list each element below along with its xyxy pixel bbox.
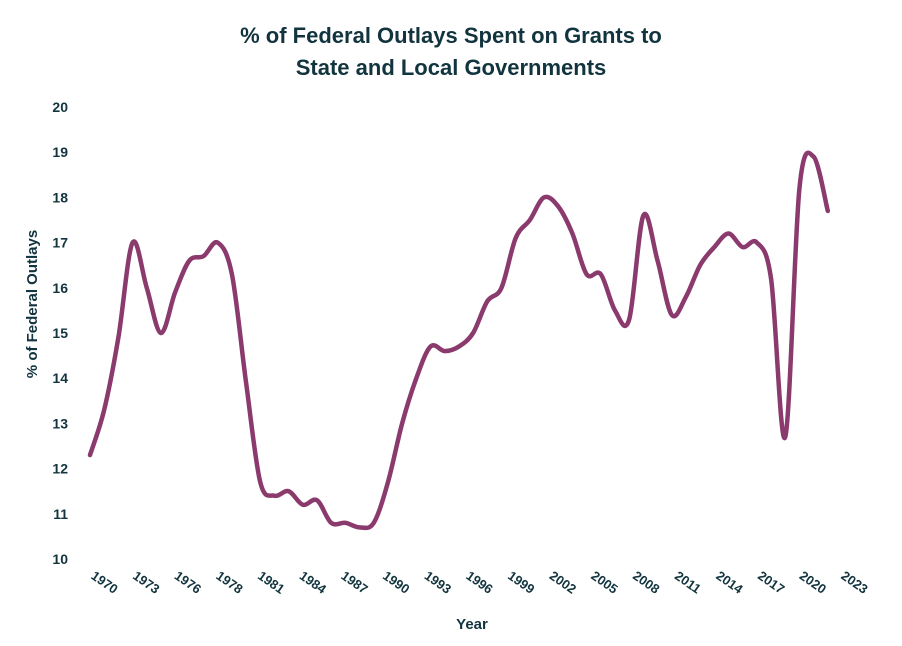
x-tick-label: 2005: [588, 568, 620, 597]
data-point: [641, 213, 645, 217]
y-tick-label: 11: [53, 506, 68, 522]
data-point: [145, 286, 149, 290]
data-point: [542, 195, 546, 199]
y-tick-label: 18: [52, 189, 68, 205]
x-tick-label: 2008: [630, 568, 662, 597]
x-tick-label: 1976: [172, 568, 204, 597]
data-point: [627, 317, 631, 321]
data-point: [272, 494, 276, 498]
data-point: [585, 272, 589, 276]
data-point: [712, 245, 716, 249]
x-tick-label: 2011: [672, 568, 704, 596]
data-point: [116, 336, 120, 340]
data-point: [216, 241, 220, 245]
x-tick-label: 2002: [547, 568, 579, 597]
data-point: [372, 521, 376, 525]
data-point: [202, 254, 206, 258]
x-tick-label: 2020: [797, 568, 829, 597]
y-tick-label: 16: [52, 280, 68, 296]
data-point: [670, 313, 674, 317]
data-point: [812, 155, 816, 159]
x-tick-label: 1996: [463, 568, 495, 597]
data-point: [755, 241, 759, 245]
data-point: [514, 236, 518, 240]
data-point: [726, 232, 730, 236]
data-point: [599, 272, 603, 276]
data-point: [88, 453, 92, 457]
data-point: [287, 489, 291, 493]
x-axis-ticks: 1970 1973 1976 1978 1981 1984 1987 1990 1993 1996…: [88, 568, 870, 597]
data-point: [556, 204, 560, 208]
x-tick-label: 1981: [255, 568, 287, 597]
data-point: [230, 272, 234, 276]
data-point: [783, 435, 787, 439]
data-point: [613, 308, 617, 312]
chart-title-line-1: % of Federal Outlays Spent on Grants to: [240, 23, 662, 48]
data-point: [797, 186, 801, 190]
data-point: [386, 480, 390, 484]
y-tick-label: 14: [52, 370, 68, 386]
data-point: [485, 299, 489, 303]
x-axis-label: Year: [456, 616, 488, 633]
data-point: [173, 290, 177, 294]
data-point: [443, 349, 447, 353]
y-tick-label: 15: [52, 325, 68, 341]
data-point: [429, 345, 433, 349]
data-point: [329, 521, 333, 525]
chart-title-line-2: State and Local Governments: [295, 55, 607, 80]
y-tick-label: 19: [52, 144, 68, 160]
data-point: [187, 259, 191, 263]
data-point: [769, 277, 773, 281]
data-point: [358, 525, 362, 529]
data-point: [131, 241, 135, 245]
x-tick-label: 2017: [755, 568, 787, 597]
data-point: [414, 376, 418, 380]
y-tick-label: 17: [52, 235, 68, 251]
y-axis-ticks: 10 11 12 13 14 15 16 17 18 19 20: [52, 99, 68, 567]
y-tick-label: 12: [52, 461, 68, 477]
data-point: [301, 503, 305, 507]
data-point: [826, 209, 830, 213]
series-layer: [87, 150, 831, 531]
x-tick-label: 2023: [838, 568, 870, 597]
data-point: [684, 295, 688, 299]
data-point: [244, 381, 248, 385]
y-tick-label: 13: [52, 415, 68, 431]
data-point: [698, 263, 702, 267]
x-tick-label: 1970: [88, 568, 120, 597]
y-tick-label: 20: [52, 99, 68, 115]
y-axis-label: % of Federal Outlays: [24, 230, 41, 378]
data-point: [656, 259, 660, 263]
data-point: [471, 331, 475, 335]
data-point: [159, 331, 163, 335]
chart-title: % of Federal Outlays Spent on Grants to …: [0, 20, 902, 84]
data-point: [528, 218, 532, 222]
x-tick-label: 1984: [297, 568, 330, 597]
x-tick-label: 1990: [380, 568, 412, 597]
data-point: [102, 408, 106, 412]
data-point: [400, 421, 404, 425]
data-point: [499, 286, 503, 290]
x-tick-label: 2014: [713, 568, 746, 597]
x-tick-label: 1999: [505, 568, 537, 597]
series-line: [87, 150, 831, 531]
x-tick-label: 1973: [130, 568, 162, 597]
data-point: [343, 521, 347, 525]
data-point: [258, 480, 262, 484]
data-point: [741, 245, 745, 249]
x-tick-label: 1993: [422, 568, 454, 597]
data-point: [457, 345, 461, 349]
y-tick-label: 10: [52, 551, 68, 567]
x-tick-label: 1987: [338, 568, 370, 597]
data-point: [570, 232, 574, 236]
x-tick-label: 1978: [213, 568, 245, 597]
data-point: [315, 498, 319, 502]
